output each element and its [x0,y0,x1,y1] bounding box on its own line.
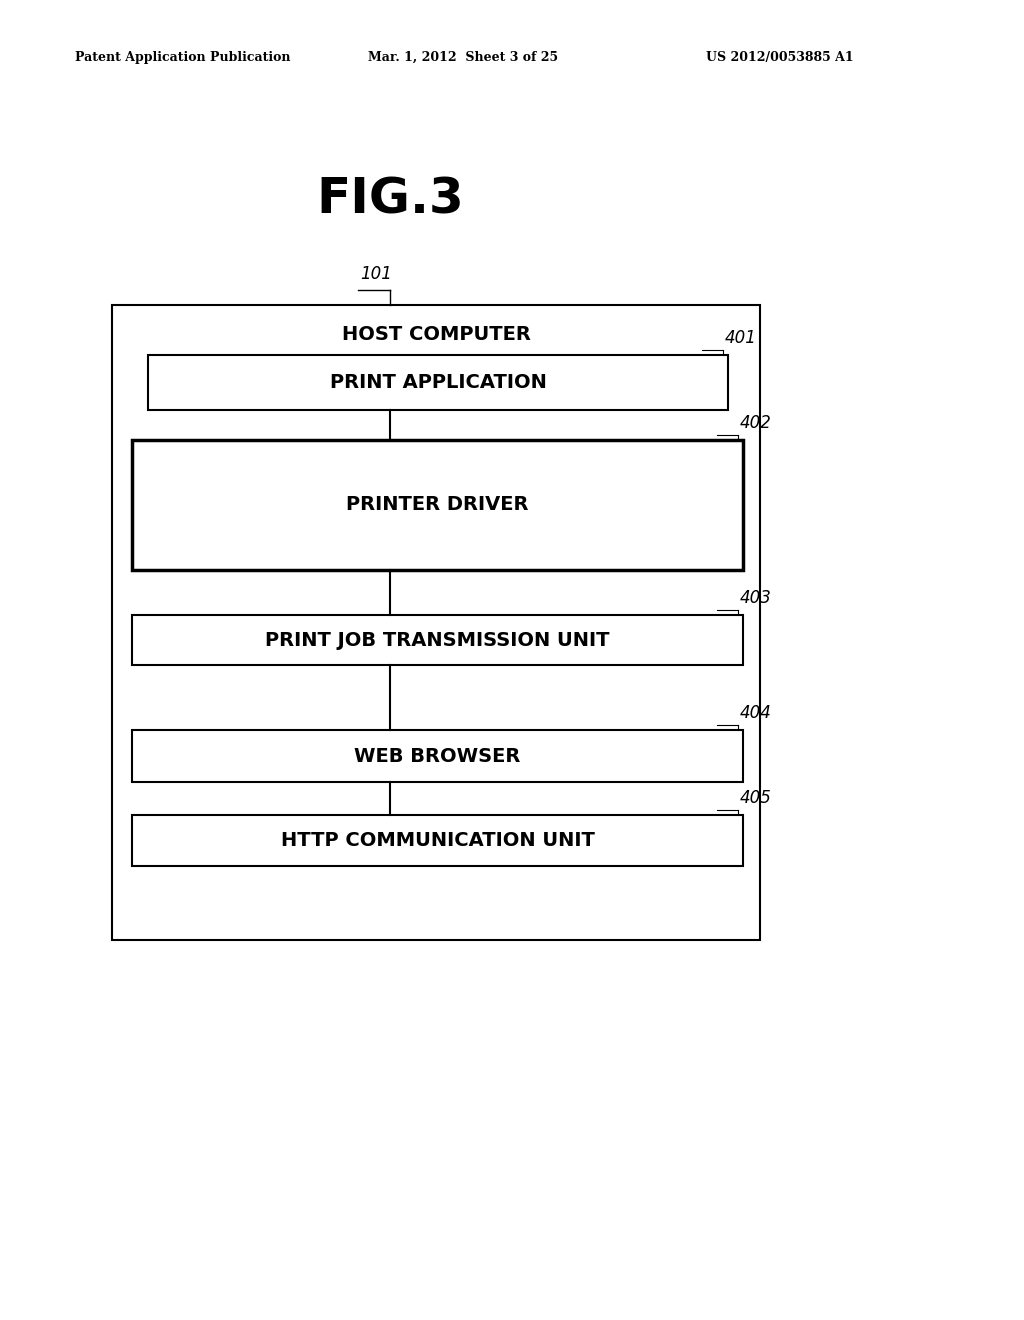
Bar [132,440,743,570]
Bar [132,615,743,665]
Bar [112,305,760,940]
Text: WEB BROWSER: WEB BROWSER [354,747,520,766]
Text: Mar. 1, 2012  Sheet 3 of 25: Mar. 1, 2012 Sheet 3 of 25 [368,50,558,63]
Text: US 2012/0053885 A1: US 2012/0053885 A1 [706,50,854,63]
Bar [148,355,728,411]
Text: FIG.3: FIG.3 [316,176,464,224]
Text: PRINT APPLICATION: PRINT APPLICATION [330,374,547,392]
Text: Patent Application Publication: Patent Application Publication [75,50,291,63]
Text: 403: 403 [740,589,772,607]
Text: 402: 402 [740,414,772,432]
Text: HOST COMPUTER: HOST COMPUTER [342,326,530,345]
Text: PRINT JOB TRANSMISSION UNIT: PRINT JOB TRANSMISSION UNIT [265,631,609,649]
Bar [132,730,743,781]
Text: 404: 404 [740,704,772,722]
Text: PRINTER DRIVER: PRINTER DRIVER [346,495,528,515]
Text: 405: 405 [740,789,772,807]
Text: 101: 101 [360,265,392,282]
Text: HTTP COMMUNICATION UNIT: HTTP COMMUNICATION UNIT [281,832,595,850]
Text: 401: 401 [725,329,757,347]
Bar [132,814,743,866]
